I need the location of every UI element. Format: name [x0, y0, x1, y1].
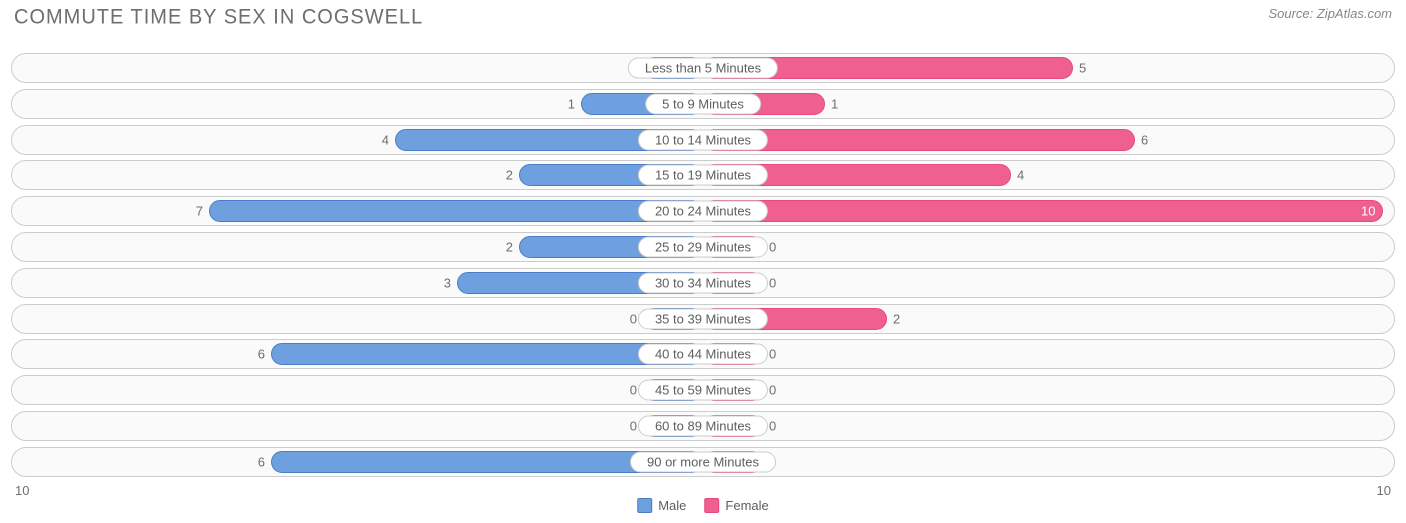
female-swatch-icon: [704, 498, 719, 513]
category-label: 10 to 14 Minutes: [638, 129, 768, 150]
legend-female-label: Female: [725, 498, 768, 513]
category-label: 35 to 39 Minutes: [638, 308, 768, 329]
legend-female: Female: [704, 498, 768, 513]
data-row: 0 2 35 to 39 Minutes: [11, 304, 1395, 334]
male-value: 1: [568, 96, 575, 111]
female-value: 4: [1017, 168, 1024, 183]
legend-male: Male: [637, 498, 686, 513]
category-label: 30 to 34 Minutes: [638, 272, 768, 293]
male-value: 3: [444, 275, 451, 290]
female-value: 5: [1079, 61, 1086, 76]
data-row: 6 040 to 44 Minutes: [11, 339, 1395, 369]
male-value: 0: [630, 311, 637, 326]
data-row: 2 025 to 29 Minutes: [11, 232, 1395, 262]
category-label: 20 to 24 Minutes: [638, 201, 768, 222]
male-value: 2: [506, 239, 513, 254]
category-label: 15 to 19 Minutes: [638, 165, 768, 186]
category-label: 40 to 44 Minutes: [638, 344, 768, 365]
male-bar: [209, 200, 703, 222]
data-row: 1 1 5 to 9 Minutes: [11, 89, 1395, 119]
data-row: 0 045 to 59 Minutes: [11, 375, 1395, 405]
female-bar: [703, 200, 1383, 222]
female-value: 0: [769, 347, 776, 362]
male-value: 4: [382, 132, 389, 147]
male-value: 2: [506, 168, 513, 183]
chart-title: COMMUTE TIME BY SEX IN COGSWELL: [14, 5, 423, 29]
chart-footer: 10 10 Male Female: [11, 483, 1395, 503]
category-label: Less than 5 Minutes: [628, 58, 778, 79]
data-row: 3 030 to 34 Minutes: [11, 268, 1395, 298]
axis-right: 10: [1377, 483, 1391, 498]
data-row: 7 10 20 to 24 Minutes: [11, 196, 1395, 226]
category-label: 90 or more Minutes: [630, 451, 776, 472]
chart-source: Source: ZipAtlas.com: [1268, 6, 1392, 21]
data-row: 05Less than 5 Minutes: [11, 53, 1395, 83]
data-row: 2 4 15 to 19 Minutes: [11, 160, 1395, 190]
chart-area: 0 5 Less than 5 Minutes 1 1 5 to 9 Minutes 4 6 1…: [11, 53, 1395, 477]
category-label: 60 to 89 Minutes: [638, 415, 768, 436]
male-value: 0: [630, 383, 637, 398]
male-swatch-icon: [637, 498, 652, 513]
female-value: 0: [769, 418, 776, 433]
female-value: 0: [769, 275, 776, 290]
female-value: 2: [893, 311, 900, 326]
male-value: 6: [258, 347, 265, 362]
male-value: 6: [258, 454, 265, 469]
chart-header: COMMUTE TIME BY SEX IN COGSWELL Source: …: [0, 0, 1406, 29]
legend-male-label: Male: [658, 498, 686, 513]
axis-left: 10: [15, 483, 29, 498]
female-value: 6: [1141, 132, 1148, 147]
female-value: 10: [1361, 204, 1375, 219]
male-value: 0: [630, 418, 637, 433]
data-row: 4 6 10 to 14 Minutes: [11, 125, 1395, 155]
female-value: 1: [831, 96, 838, 111]
female-value: 0: [769, 239, 776, 254]
male-value: 7: [196, 204, 203, 219]
data-row: 6090 or more Minutes: [11, 447, 1395, 477]
female-value: 0: [769, 383, 776, 398]
category-label: 5 to 9 Minutes: [645, 93, 761, 114]
legend: Male Female: [637, 498, 769, 513]
category-label: 25 to 29 Minutes: [638, 236, 768, 257]
axis-labels: 10 10: [11, 483, 1395, 498]
data-row: 0 060 to 89 Minutes: [11, 411, 1395, 441]
category-label: 45 to 59 Minutes: [638, 380, 768, 401]
